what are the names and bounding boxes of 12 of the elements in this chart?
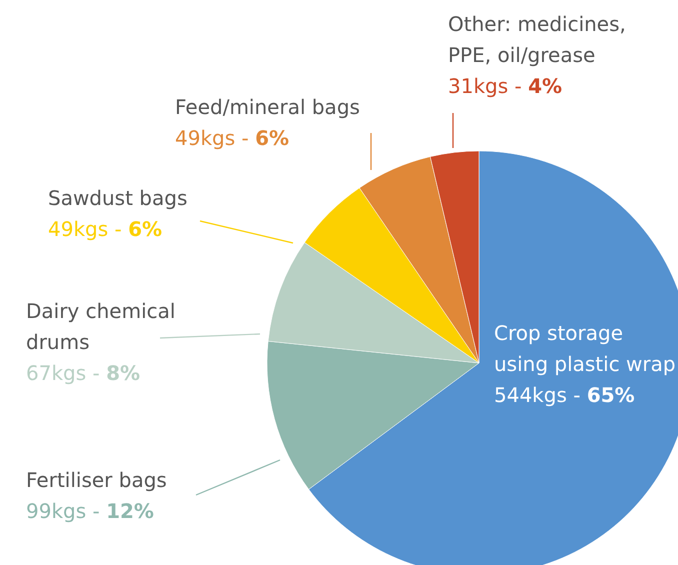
data-label: 31kgs - 4%	[448, 74, 562, 98]
slice-label: Sawdust bags	[48, 186, 188, 210]
data-label: 49kgs - 6%	[175, 126, 290, 150]
data-label: 49kgs - 6%	[48, 217, 162, 241]
slice-label: Dairy chemical drums	[26, 299, 176, 354]
slice-label: Feed/mineral bags	[175, 95, 360, 119]
data-label: 67kgs - 8%	[26, 361, 140, 385]
data-label: 99kgs - 12%	[26, 499, 154, 523]
slice-label: Crop storage using plastic wrap	[494, 321, 676, 376]
data-label: 544kgs - 65%	[494, 383, 635, 407]
slice-label: Other: medicines, PPE, oil/grease	[448, 12, 626, 67]
legend-label: Fertiliser bags	[26, 468, 167, 492]
